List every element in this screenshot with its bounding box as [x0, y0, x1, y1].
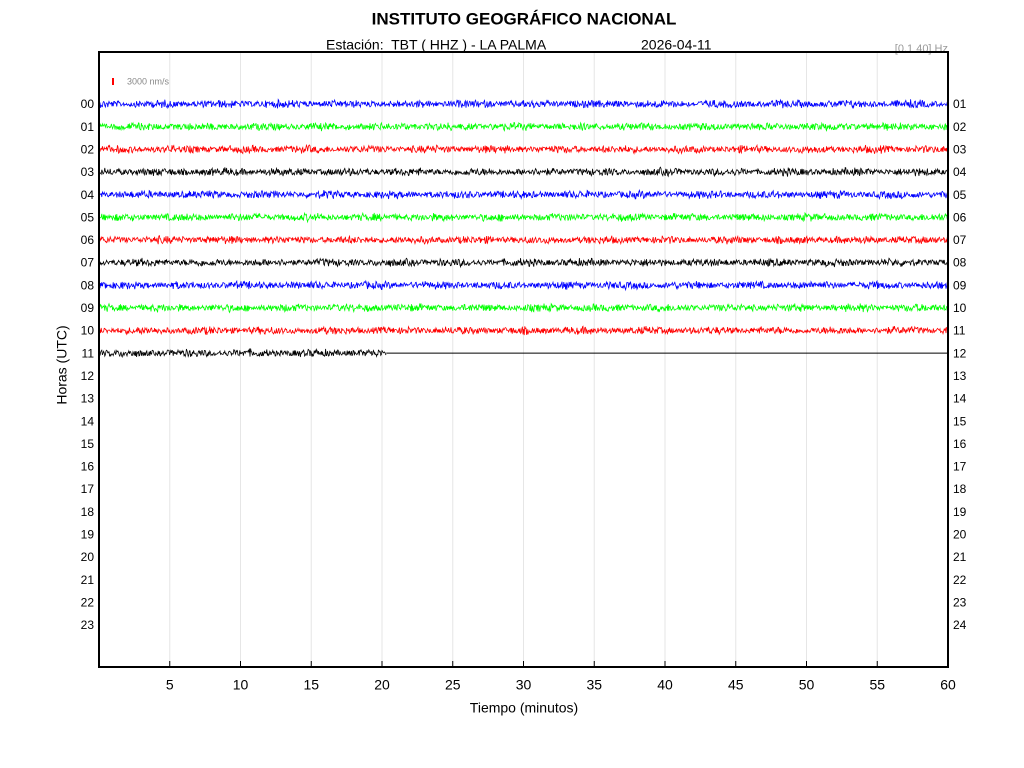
y-tick-label: 23	[81, 618, 95, 632]
trace	[99, 143, 949, 155]
plot-area: 5 10 15 20 25 30 35 40 45 50 55 60 00 01 02 03 04 05 06 07 0…	[81, 51, 967, 693]
y-tick-label: 20	[81, 550, 95, 564]
x-tick-label: 60	[940, 677, 956, 693]
y2-tick-label: 08	[953, 256, 967, 270]
x-axis-label: Tiempo (minutos)	[470, 700, 578, 716]
x-tick-label: 15	[303, 677, 319, 693]
y2-tick-label: 02	[953, 120, 967, 134]
y2-tick-label: 12	[953, 346, 967, 360]
y2-tick-label: 01	[953, 97, 967, 111]
trace	[99, 188, 948, 200]
x-tick-label: 5	[166, 677, 174, 693]
y-tick-label: 01	[81, 120, 95, 134]
y2-tick-label: 24	[953, 618, 967, 632]
y-tick-label: 12	[81, 369, 95, 383]
y-tick-label: 21	[81, 573, 95, 587]
trace	[99, 166, 949, 178]
trace	[99, 348, 387, 358]
y-tick-label: 05	[81, 210, 95, 224]
x-tick-label: 40	[657, 677, 673, 693]
y2-tick-label: 23	[953, 595, 967, 609]
x-tick-label: 55	[869, 677, 885, 693]
y2-tick-label: 05	[953, 188, 967, 202]
x-tick-label: 25	[445, 677, 461, 693]
y2-tick-label: 17	[953, 460, 967, 474]
x-tick-label: 20	[374, 677, 390, 693]
plot-frame	[98, 51, 949, 668]
y-tick-label: 03	[81, 165, 95, 179]
y-tick-label: 00	[81, 97, 95, 111]
trace	[99, 121, 949, 132]
x-tick-label: 10	[233, 677, 249, 693]
y2-tick-label: 16	[953, 437, 967, 451]
x-tick-label: 35	[586, 677, 602, 693]
trace	[99, 234, 948, 246]
trace	[99, 325, 949, 336]
y2-tick-label: 11	[953, 324, 966, 338]
y2-tick-label: 21	[953, 550, 967, 564]
y-tick-label: 22	[81, 595, 95, 609]
y-tick-label: 02	[81, 142, 95, 156]
y-tick-label: 04	[81, 188, 95, 202]
y2-tick-label: 22	[953, 573, 967, 587]
y-tick-label: 09	[81, 301, 95, 315]
filter-label: [0.1 40] Hz	[895, 43, 948, 55]
y-tick-label: 17	[81, 482, 95, 496]
scale-label: 3000 nm/s	[127, 76, 170, 86]
y-axis-label: Horas (UTC)	[54, 325, 70, 404]
x-tick-label: 30	[516, 677, 532, 693]
y-tick-label: 08	[81, 278, 95, 292]
y-tick-label: 14	[81, 414, 95, 428]
y-tick-label: 13	[81, 392, 95, 406]
date: 2026-04-11	[641, 37, 712, 53]
subtitle: Estación: TBT ( HHZ ) - LA PALMA	[326, 37, 547, 53]
x-tick-label: 45	[728, 677, 744, 693]
chart-title: INSTITUTO GEOGRÁFICO NACIONAL	[372, 9, 677, 28]
y2-tick-label: 19	[953, 505, 967, 519]
x-tick-label: 50	[799, 677, 815, 693]
y2-tick-label: 18	[953, 482, 967, 496]
y-tick-label: 16	[81, 460, 95, 474]
trace	[99, 302, 949, 314]
y2-tick-label: 09	[953, 278, 967, 292]
y-tick-label: 19	[81, 528, 95, 542]
y2-tick-label: 20	[953, 528, 967, 542]
y-tick-label: 07	[81, 256, 95, 270]
y-tick-label: 11	[82, 346, 95, 360]
y2-tick-label: 10	[953, 301, 967, 315]
trace	[99, 98, 948, 110]
y2-tick-label: 07	[953, 233, 967, 247]
y-tick-label: 10	[81, 324, 95, 338]
trace	[100, 211, 949, 224]
y-tick-label: 18	[81, 505, 95, 519]
y2-tick-label: 04	[953, 165, 967, 179]
y-tick-label: 06	[81, 233, 95, 247]
y2-tick-label: 15	[953, 414, 967, 428]
trace	[99, 257, 949, 269]
y2-tick-label: 06	[953, 210, 967, 224]
y2-tick-label: 14	[953, 392, 967, 406]
y2-tick-label: 03	[953, 142, 967, 156]
y-tick-label: 15	[81, 437, 95, 451]
y2-tick-label: 13	[953, 369, 967, 383]
trace	[99, 279, 949, 292]
